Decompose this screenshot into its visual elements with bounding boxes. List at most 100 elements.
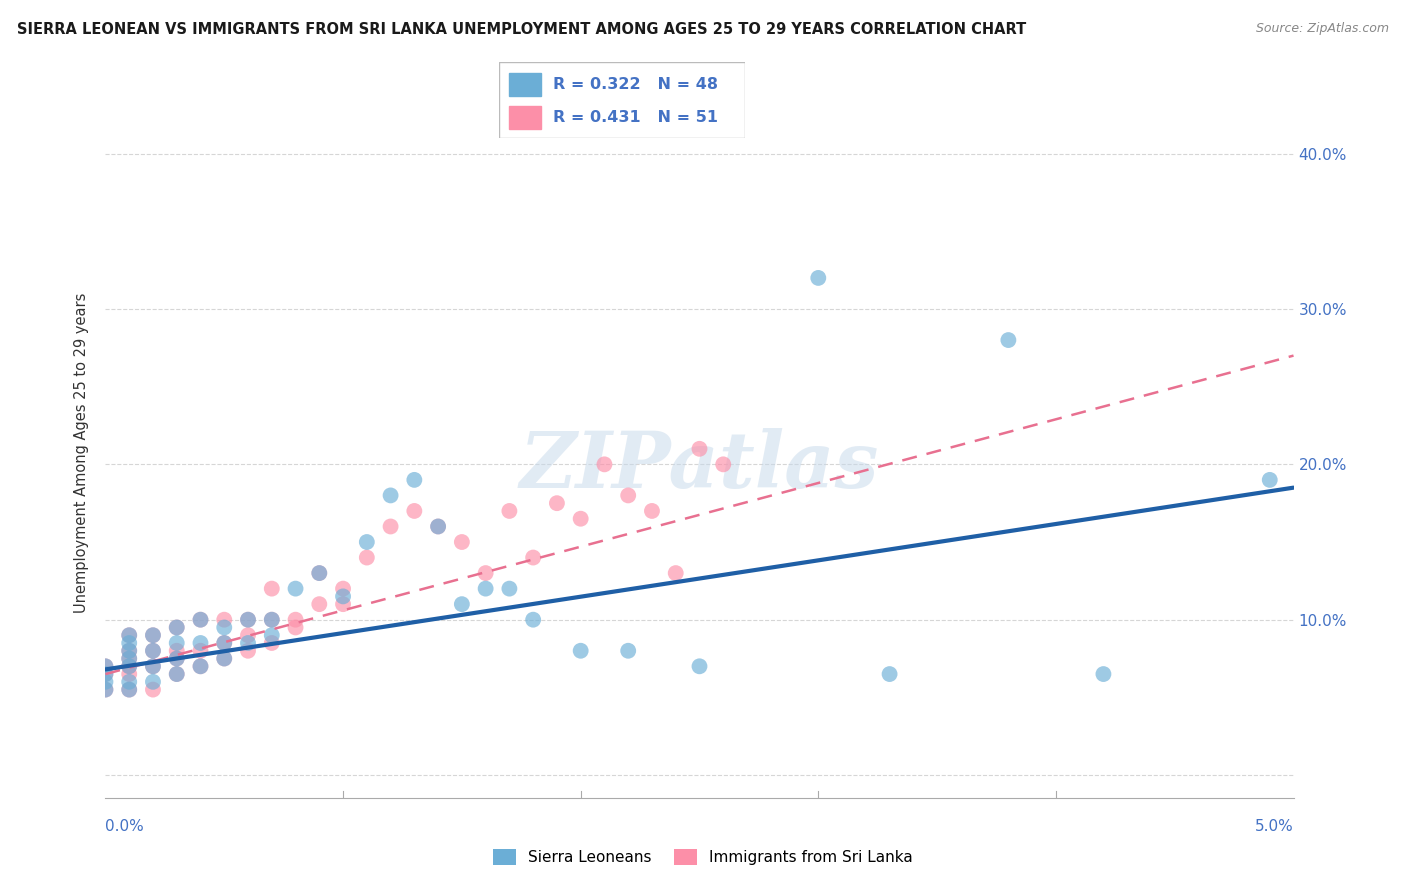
Point [332,597,354,611]
Point [118,628,141,642]
Point [118,674,141,689]
Point [404,504,426,518]
Point [214,636,236,650]
Point [166,651,188,665]
Point [142,628,165,642]
Point [142,682,165,697]
Bar [509,73,541,95]
Point [166,644,188,658]
Point [332,590,354,604]
Point [118,644,141,658]
Point [118,682,141,697]
Point [214,636,236,650]
Point [498,504,520,518]
Point [260,628,283,642]
Point [142,644,165,658]
Point [665,566,688,580]
Point [284,620,307,634]
Point [94,659,117,673]
Point [308,566,330,580]
Text: 5.0%: 5.0% [1254,820,1294,834]
Point [118,628,141,642]
Text: 0.0%: 0.0% [105,820,145,834]
Point [190,613,212,627]
Point [142,674,165,689]
Bar [509,106,541,129]
Point [118,659,141,673]
Point [118,667,141,681]
Point [166,667,188,681]
Point [569,512,592,526]
Point [118,651,141,665]
Point [190,636,212,650]
Point [142,659,165,673]
Point [617,644,640,658]
Point [427,519,450,533]
Point [450,597,472,611]
Point [641,504,664,518]
Point [474,582,496,596]
Point [166,620,188,634]
Point [260,613,283,627]
Point [260,613,283,627]
Point [142,644,165,658]
Point [356,550,378,565]
Point [166,636,188,650]
Point [997,333,1019,347]
Text: SIERRA LEONEAN VS IMMIGRANTS FROM SRI LANKA UNEMPLOYMENT AMONG AGES 25 TO 29 YEA: SIERRA LEONEAN VS IMMIGRANTS FROM SRI LA… [17,22,1026,37]
Point [332,582,354,596]
Point [1092,667,1115,681]
Point [522,613,544,627]
Point [498,582,520,596]
Y-axis label: Unemployment Among Ages 25 to 29 years: Unemployment Among Ages 25 to 29 years [75,293,90,613]
Point [569,644,592,658]
Point [593,458,616,472]
Point [236,644,259,658]
Point [94,682,117,697]
Point [166,620,188,634]
Point [190,659,212,673]
Point [284,613,307,627]
Point [94,674,117,689]
Point [94,659,117,673]
Point [689,659,711,673]
FancyBboxPatch shape [499,62,745,138]
Point [118,682,141,697]
Point [522,550,544,565]
Point [380,519,402,533]
Point [236,636,259,650]
Text: Source: ZipAtlas.com: Source: ZipAtlas.com [1256,22,1389,36]
Point [142,628,165,642]
Point [427,519,450,533]
Point [118,659,141,673]
Point [260,636,283,650]
Point [1258,473,1281,487]
Point [308,597,330,611]
Point [190,644,212,658]
Point [214,651,236,665]
Point [356,535,378,549]
Point [190,659,212,673]
Point [474,566,496,580]
Point [308,566,330,580]
Point [236,613,259,627]
Text: R = 0.431   N = 51: R = 0.431 N = 51 [554,111,718,125]
Point [118,644,141,658]
Text: ZIPatlas: ZIPatlas [520,428,879,505]
Point [214,613,236,627]
Point [404,473,426,487]
Point [190,613,212,627]
Point [118,651,141,665]
Point [166,651,188,665]
Point [236,628,259,642]
Point [689,442,711,456]
Point [94,667,117,681]
Legend: Sierra Leoneans, Immigrants from Sri Lanka: Sierra Leoneans, Immigrants from Sri Lan… [486,843,920,871]
Point [94,667,117,681]
Point [711,458,734,472]
Point [260,582,283,596]
Point [380,488,402,502]
Text: R = 0.322   N = 48: R = 0.322 N = 48 [554,77,718,92]
Point [236,613,259,627]
Point [214,651,236,665]
